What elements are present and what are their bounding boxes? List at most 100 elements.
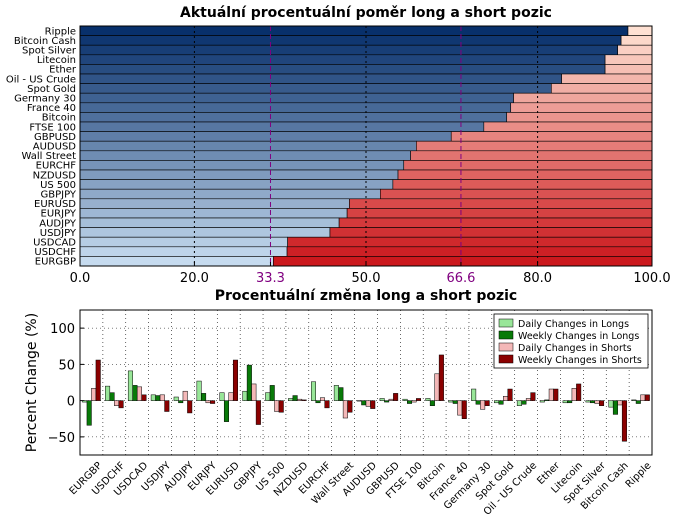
change-bar (461, 400, 467, 419)
long-bar (79, 64, 606, 75)
top-plot-frame (79, 25, 653, 267)
short-bar (604, 64, 653, 75)
long-bar (79, 256, 274, 267)
category-label: Ripple (45, 26, 76, 37)
change-bar (599, 400, 605, 406)
change-bar (452, 400, 458, 404)
change-bar (109, 392, 115, 401)
category-label: FTSE 100 (29, 122, 76, 133)
x-tick-label: 66.6 (446, 271, 475, 286)
change-bar (95, 359, 101, 401)
short-bar (416, 140, 653, 152)
change-bar (448, 400, 454, 403)
x-tick-label: 50.0 (352, 271, 381, 286)
change-bar (539, 400, 545, 403)
change-bar (503, 396, 509, 401)
short-bar (483, 121, 653, 132)
long-bar (79, 54, 606, 65)
category-label: Wall Street (22, 151, 77, 162)
long-bar (79, 208, 348, 219)
category-label: USDCAD (33, 238, 76, 249)
change-bar (82, 400, 88, 403)
change-bar (356, 400, 362, 402)
category-label: Ether (49, 65, 77, 76)
change-bar (159, 394, 165, 401)
x-tick-label: 33.3 (256, 271, 285, 286)
short-bar (338, 217, 653, 228)
short-bar (397, 169, 653, 180)
change-bar (292, 395, 298, 401)
short-bar (287, 236, 653, 248)
change-bar (173, 396, 179, 401)
change-bar (342, 400, 348, 419)
change-bar (251, 383, 257, 401)
change-bar (640, 394, 646, 401)
x-tick-label: 0.0 (70, 271, 91, 286)
change-bar (219, 392, 225, 401)
change-bar (438, 354, 444, 401)
short-bar (513, 92, 653, 104)
long-bar (79, 92, 514, 104)
change-bar (136, 386, 142, 401)
change-bar (255, 400, 261, 425)
legend-label: Weekly Changes in Shorts (518, 355, 642, 366)
short-bar (617, 44, 653, 56)
short-bar (410, 150, 653, 161)
change-bar (635, 400, 641, 404)
change-bar (548, 388, 554, 401)
bottom-chart-change: Procentuální změna long a short pozic 100… (24, 288, 654, 518)
change-bar (530, 392, 536, 401)
category-label: NZDUSD (33, 170, 77, 181)
long-bar (79, 188, 381, 200)
change-bar (631, 399, 637, 401)
change-bar (278, 400, 284, 413)
category-label: Ripple (624, 460, 654, 490)
change-bar (567, 400, 573, 404)
change-bar (141, 394, 147, 401)
change-bar (480, 400, 486, 410)
change-bar (132, 385, 138, 401)
legend-swatch (498, 318, 514, 328)
short-bar (604, 54, 653, 65)
long-bar (79, 227, 331, 238)
change-bar (210, 400, 216, 404)
change-bar (562, 400, 568, 404)
change-bar (196, 380, 202, 401)
change-bar (594, 400, 600, 404)
change-bar (223, 400, 229, 422)
short-bar (392, 179, 653, 190)
legend-label: Daily Changes in Shorts (518, 343, 632, 354)
category-label: GBPUSD (34, 132, 76, 143)
x-tick-label: 100.0 (633, 271, 670, 286)
long-bar (79, 198, 350, 209)
y-tick-label: 50 (58, 358, 75, 373)
change-bar (388, 398, 394, 401)
change-bar (553, 388, 559, 401)
bottom-plot-frame (79, 309, 653, 456)
change-bar (617, 400, 623, 406)
change-bar (521, 400, 527, 405)
category-label: EURCHF (36, 161, 77, 172)
bottom-chart-title: Procentuální změna long a short pozic (215, 288, 517, 304)
legend-swatch (498, 354, 514, 364)
category-label: Oil - US Crude (6, 74, 76, 85)
change-bar (608, 400, 614, 408)
change-bar (86, 400, 92, 426)
change-bar (164, 400, 170, 412)
y-tick-label: 100 (50, 322, 75, 337)
change-bar (612, 400, 618, 415)
long-bar (79, 25, 629, 36)
change-bar (297, 398, 303, 401)
change-bar (407, 400, 413, 404)
category-label: Spot Gold (27, 84, 76, 95)
short-bar (329, 227, 653, 238)
short-bar (510, 102, 653, 113)
top-chart-title: Aktuální procentuální poměr long a short… (180, 5, 552, 21)
long-bar (79, 73, 562, 84)
change-bar (232, 359, 238, 401)
change-bar (242, 390, 248, 401)
category-label: Litecoin (37, 55, 76, 66)
y-axis-label: Percent Change (%) (24, 313, 40, 452)
